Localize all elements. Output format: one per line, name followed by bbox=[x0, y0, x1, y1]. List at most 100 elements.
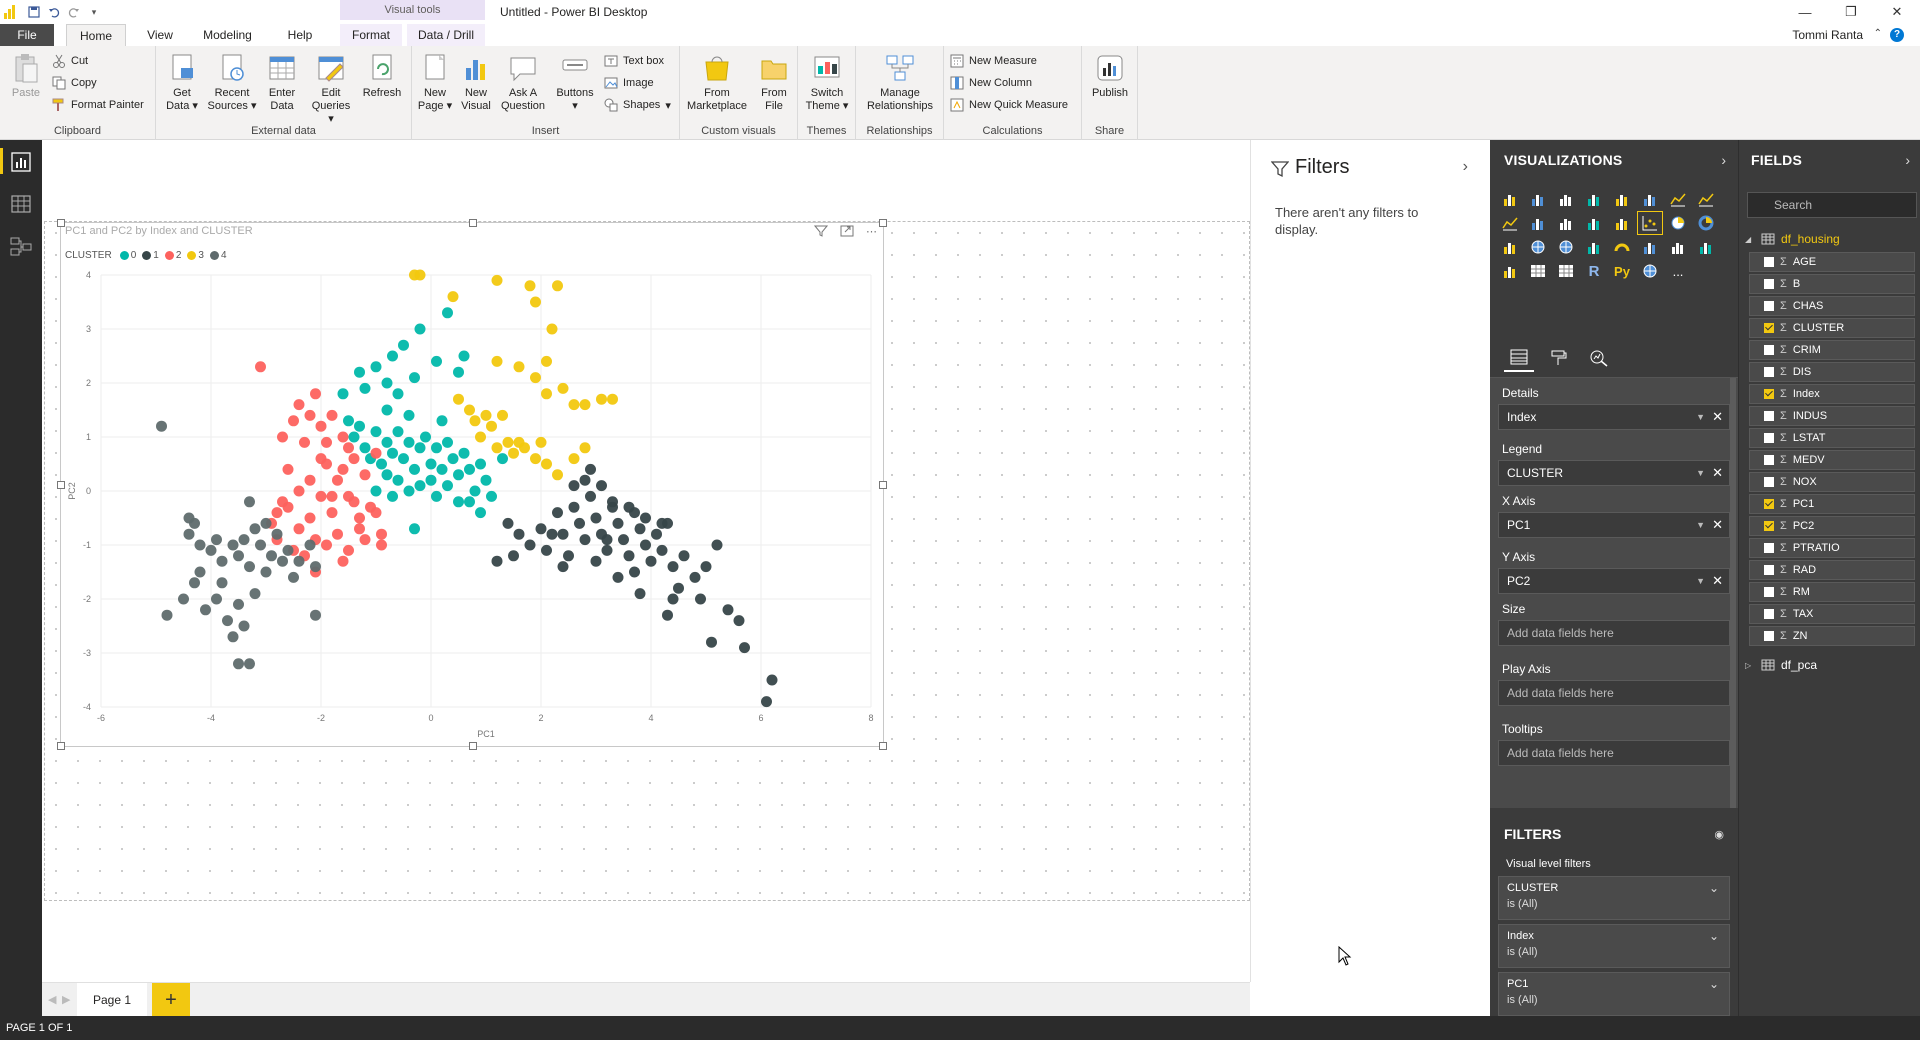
filter-card-index[interactable]: Index is (All) ⌄ bbox=[1498, 924, 1730, 968]
new-quick-measure-button[interactable]: New Quick Measure bbox=[950, 96, 1068, 114]
scatter-icon[interactable] bbox=[1637, 211, 1663, 235]
field-index[interactable]: Σ Index bbox=[1749, 384, 1915, 404]
resize-handle-bottom[interactable] bbox=[469, 742, 477, 750]
field-checkbox[interactable] bbox=[1764, 257, 1774, 267]
size-well[interactable]: Add data fields here bbox=[1498, 620, 1730, 646]
100-stacked-column-icon[interactable] bbox=[1638, 188, 1662, 210]
line-and-stacked-column-icon[interactable] bbox=[1526, 212, 1550, 234]
more-options-icon[interactable]: ⋯ bbox=[866, 226, 877, 238]
focus-mode-icon[interactable] bbox=[840, 225, 854, 240]
field-rm[interactable]: Σ RM bbox=[1749, 582, 1915, 602]
table-icon[interactable] bbox=[1526, 260, 1550, 282]
remove-field-icon[interactable]: ✕ bbox=[1712, 517, 1723, 532]
field-checkbox[interactable] bbox=[1764, 587, 1774, 597]
manage-relationships-button[interactable]: Manage Relationships bbox=[860, 52, 940, 113]
chevron-down-icon[interactable]: ▼ bbox=[1696, 412, 1705, 422]
field-checkbox[interactable] bbox=[1764, 477, 1774, 487]
recent-sources-button[interactable]: Recent Sources ▾ bbox=[206, 52, 258, 113]
map-icon[interactable] bbox=[1526, 236, 1550, 258]
area-icon[interactable] bbox=[1694, 188, 1718, 210]
remove-field-icon[interactable]: ✕ bbox=[1712, 573, 1723, 588]
shapes-button[interactable]: Shapes ▾ bbox=[604, 96, 671, 114]
field-checkbox[interactable] bbox=[1764, 455, 1774, 465]
stacked-area-icon[interactable] bbox=[1498, 212, 1522, 234]
treemap-icon[interactable] bbox=[1498, 236, 1522, 258]
new-column-button[interactable]: New Column bbox=[950, 74, 1032, 92]
customize-toolbar-icon[interactable]: ▾ bbox=[91, 6, 97, 17]
field-dis[interactable]: Σ DIS bbox=[1749, 362, 1915, 382]
new-page-button[interactable]: New Page ▾ bbox=[416, 52, 454, 113]
field-checkbox[interactable] bbox=[1764, 565, 1774, 575]
resize-handle-tr[interactable] bbox=[879, 219, 887, 227]
new-visual-button[interactable]: New Visual bbox=[458, 52, 494, 113]
field-checkbox[interactable] bbox=[1764, 323, 1774, 333]
redo-icon[interactable] bbox=[64, 2, 84, 22]
100-stacked-bar-icon[interactable] bbox=[1610, 188, 1634, 210]
table-df_pca[interactable]: ▷ df_pca bbox=[1745, 654, 1817, 676]
collapse-ribbon-icon[interactable]: ⌃ bbox=[1873, 28, 1882, 39]
switch-theme-button[interactable]: Switch Theme ▾ bbox=[802, 52, 852, 113]
field-age[interactable]: Σ AGE bbox=[1749, 252, 1915, 272]
field-rad[interactable]: Σ RAD bbox=[1749, 560, 1915, 580]
remove-field-icon[interactable]: ✕ bbox=[1712, 465, 1723, 480]
paste-button[interactable]: Paste bbox=[6, 52, 46, 100]
filled-map-icon[interactable] bbox=[1554, 236, 1578, 258]
filter-card-pc1[interactable]: PC1 is (All) ⌄ bbox=[1498, 972, 1730, 1016]
multi-row-card-icon[interactable] bbox=[1666, 236, 1690, 258]
pie-icon[interactable] bbox=[1666, 212, 1690, 234]
get-data-button[interactable]: Get Data ▾ bbox=[162, 52, 202, 113]
field-zn[interactable]: Σ ZN bbox=[1749, 626, 1915, 646]
format-painter-button[interactable]: Format Painter bbox=[52, 96, 144, 114]
refresh-button[interactable]: Refresh bbox=[360, 52, 404, 100]
chevron-down-icon[interactable]: ▼ bbox=[1696, 468, 1705, 478]
wells-scrollbar[interactable] bbox=[1730, 378, 1736, 808]
tab-format[interactable]: Format bbox=[340, 24, 402, 46]
save-icon[interactable] bbox=[24, 2, 44, 22]
table-df_housing[interactable]: ◢ df_housing bbox=[1745, 228, 1840, 250]
from-file-button[interactable]: From File bbox=[754, 52, 794, 113]
data-view-icon[interactable] bbox=[9, 192, 33, 216]
field-nox[interactable]: Σ NOX bbox=[1749, 472, 1915, 492]
prev-page-icon[interactable]: ◀ bbox=[48, 994, 57, 1006]
funnel-icon[interactable] bbox=[1582, 236, 1606, 258]
field-lstat[interactable]: Σ LSTAT bbox=[1749, 428, 1915, 448]
chevron-down-icon[interactable]: ⌄ bbox=[1708, 929, 1719, 943]
gauge-icon[interactable] bbox=[1610, 236, 1634, 258]
expand-down-icon[interactable]: ◢ bbox=[1745, 234, 1752, 244]
fields-search-input[interactable]: Search bbox=[1747, 192, 1917, 218]
stacked-column-icon[interactable] bbox=[1526, 188, 1550, 210]
field-checkbox[interactable] bbox=[1764, 543, 1774, 553]
legend-item[interactable]: 2 bbox=[164, 250, 181, 261]
details-well[interactable]: Index ▼ ✕ bbox=[1498, 404, 1730, 430]
add-page-button[interactable]: + bbox=[152, 983, 190, 1017]
legend-item[interactable]: 1 bbox=[142, 250, 159, 261]
waterfall-icon[interactable] bbox=[1610, 212, 1634, 234]
copy-button[interactable]: Copy bbox=[52, 74, 97, 92]
tab-help[interactable]: Help bbox=[287, 28, 313, 42]
paint-roller-icon[interactable] bbox=[1544, 344, 1574, 372]
eye-icon[interactable]: ◉ bbox=[1714, 829, 1724, 841]
minimize-button[interactable]: — bbox=[1798, 4, 1812, 20]
field-checkbox[interactable] bbox=[1764, 411, 1774, 421]
remove-field-icon[interactable]: ✕ bbox=[1712, 409, 1723, 424]
legend-item[interactable]: 4 bbox=[209, 250, 227, 261]
field-checkbox[interactable] bbox=[1764, 389, 1774, 399]
field-checkbox[interactable] bbox=[1764, 499, 1774, 509]
tab-view[interactable]: View bbox=[147, 28, 173, 42]
legend-well[interactable]: CLUSTER ▼ ✕ bbox=[1498, 460, 1730, 486]
tab-home[interactable]: Home bbox=[66, 24, 126, 46]
new-measure-button[interactable]: New Measure bbox=[950, 52, 1037, 70]
edit-queries-button[interactable]: Edit Queries ▾ bbox=[310, 52, 352, 126]
report-view-icon[interactable] bbox=[9, 150, 33, 174]
stacked-bar-icon[interactable] bbox=[1498, 188, 1522, 210]
donut-icon[interactable] bbox=[1694, 212, 1718, 234]
resize-handle-left[interactable] bbox=[57, 481, 65, 489]
close-button[interactable]: ✕ bbox=[1891, 4, 1903, 19]
slicer-icon[interactable] bbox=[1498, 260, 1522, 282]
chevron-down-icon[interactable]: ⌄ bbox=[1708, 881, 1719, 895]
next-page-icon[interactable]: ▶ bbox=[62, 994, 71, 1006]
field-checkbox[interactable] bbox=[1764, 521, 1774, 531]
fields-tab-icon[interactable] bbox=[1504, 344, 1534, 372]
resize-handle-right[interactable] bbox=[879, 481, 887, 489]
